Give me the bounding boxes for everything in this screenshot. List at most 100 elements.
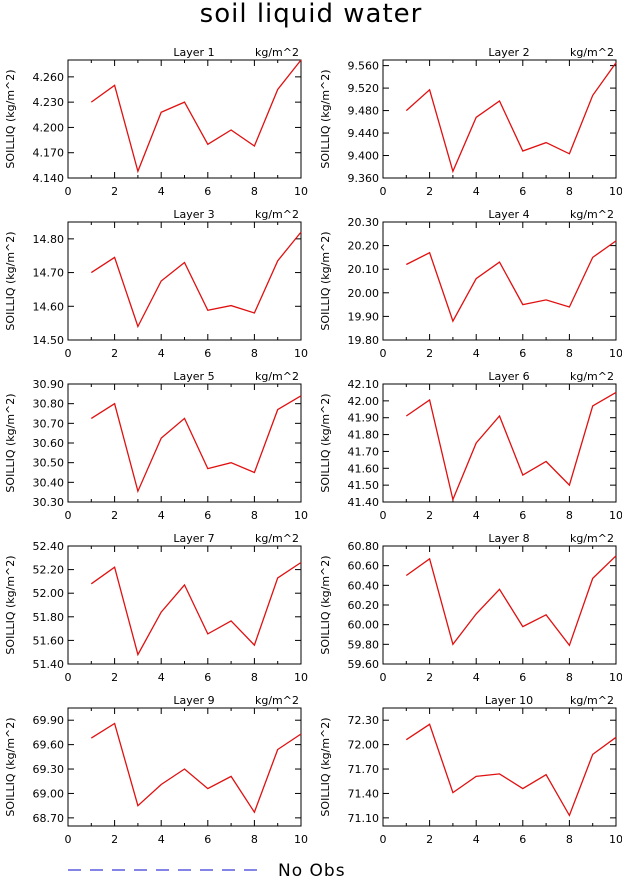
y-tick-label: 41.60	[348, 462, 380, 475]
panel-units: kg/m^2	[570, 208, 614, 221]
panel-layer-3: Layer 3 kg/m^2 SOILLIQ (kg/m^2) 0 2 4 6 8 10 14.5…	[4, 208, 308, 360]
y-tick-label: 51.60	[33, 634, 65, 647]
x-tick-label: 4	[158, 185, 165, 198]
x-tick-label: 0	[380, 509, 387, 522]
x-tick-label: 0	[65, 671, 72, 684]
y-tick-label: 41.70	[348, 445, 380, 458]
y-tick-label: 30.90	[33, 378, 65, 391]
series-line	[405, 555, 617, 647]
x-tick-label: 8	[566, 509, 573, 522]
panel-title: Layer 4	[488, 208, 529, 221]
x-tick-label: 4	[158, 509, 165, 522]
x-tick-label: 6	[519, 833, 526, 846]
y-tick-label: 9.520	[348, 82, 380, 95]
y-tick-label: 41.80	[348, 429, 380, 442]
x-tick-label: 10	[609, 833, 622, 846]
y-tick-label: 4.170	[33, 147, 65, 160]
y-tick-label: 69.00	[33, 787, 65, 800]
y-tick-label: 69.90	[33, 714, 65, 727]
y-tick-label: 42.00	[348, 395, 380, 408]
panel-title: Layer 1	[173, 46, 214, 59]
x-tick-label: 10	[294, 347, 308, 360]
y-tick-label: 41.50	[348, 479, 380, 492]
y-tick-label: 9.560	[348, 60, 380, 73]
panel-units: kg/m^2	[255, 46, 299, 59]
y-tick-label: 51.40	[33, 658, 65, 671]
x-tick-label: 6	[204, 671, 211, 684]
plot-frame	[382, 59, 617, 179]
series-line	[405, 391, 617, 502]
x-tick-label: 2	[111, 833, 118, 846]
y-axis-label: SOILLIQ (kg/m^2)	[319, 393, 332, 492]
legend: No Obs	[68, 861, 345, 878]
y-tick-label: 30.50	[33, 457, 65, 470]
x-tick-label: 2	[111, 509, 118, 522]
plot-frame	[382, 383, 617, 503]
panel-layer-7: Layer 7 kg/m^2 SOILLIQ (kg/m^2) 0 2 4 6 8 10 51.4…	[4, 532, 308, 684]
y-tick-label: 14.70	[33, 267, 65, 280]
x-tick-label: 8	[566, 347, 573, 360]
plot-frame	[382, 545, 617, 665]
y-tick-label: 60.60	[348, 560, 380, 573]
y-tick-label: 4.260	[33, 71, 65, 84]
y-axis-label: SOILLIQ (kg/m^2)	[4, 555, 17, 654]
x-tick-label: 6	[519, 347, 526, 360]
y-axis-label: SOILLIQ (kg/m^2)	[4, 717, 17, 816]
y-tick-label: 30.70	[33, 417, 65, 430]
y-tick-label: 14.50	[33, 334, 65, 347]
x-tick-label: 10	[609, 671, 622, 684]
panel-layer-1: Layer 1 kg/m^2 SOILLIQ (kg/m^2) 0 2 4 6 8 10 4.14…	[4, 46, 308, 198]
panel-units: kg/m^2	[570, 370, 614, 383]
y-tick-label: 69.60	[33, 739, 65, 752]
x-tick-label: 0	[65, 185, 72, 198]
plot-frame	[67, 383, 302, 503]
y-tick-label: 60.80	[348, 540, 380, 553]
series-line	[405, 62, 617, 174]
x-tick-label: 8	[566, 185, 573, 198]
series-line	[406, 240, 617, 323]
panel-units: kg/m^2	[570, 46, 614, 59]
y-axis-label: SOILLIQ (kg/m^2)	[319, 69, 332, 168]
x-tick-label: 6	[204, 509, 211, 522]
y-tick-label: 9.360	[348, 172, 380, 185]
y-tick-label: 30.40	[33, 476, 65, 489]
x-tick-label: 4	[473, 347, 480, 360]
y-tick-label: 52.00	[33, 587, 65, 600]
y-tick-label: 41.40	[348, 496, 380, 509]
x-tick-label: 8	[251, 347, 258, 360]
y-tick-label: 30.80	[33, 398, 65, 411]
panel-title: Layer 10	[485, 694, 533, 707]
plot-frame	[382, 707, 617, 827]
x-tick-label: 0	[65, 347, 72, 360]
x-tick-label: 0	[380, 185, 387, 198]
panel-layer-6: Layer 6 kg/m^2 SOILLIQ (kg/m^2) 0 2 4 6 8 10 41.4…	[319, 370, 622, 522]
y-tick-label: 59.60	[348, 658, 380, 671]
y-tick-label: 71.40	[348, 787, 380, 800]
x-tick-label: 10	[609, 347, 622, 360]
x-tick-label: 2	[426, 347, 433, 360]
panel-title: Layer 3	[173, 208, 214, 221]
panel-layer-9: Layer 9 kg/m^2 SOILLIQ (kg/m^2) 0 2 4 6 8 10 68.7…	[4, 694, 308, 846]
panel-layer-10: Layer 10 kg/m^2 SOILLIQ (kg/m^2) 0 2 4 6 8 10 71.…	[319, 694, 622, 846]
panel-units: kg/m^2	[570, 532, 614, 545]
y-tick-label: 9.440	[348, 127, 380, 140]
x-tick-label: 2	[426, 509, 433, 522]
x-tick-label: 4	[158, 671, 165, 684]
x-tick-label: 0	[380, 833, 387, 846]
panel-units: kg/m^2	[255, 208, 299, 221]
x-tick-label: 10	[294, 185, 308, 198]
panel-units: kg/m^2	[255, 532, 299, 545]
series-line	[90, 231, 302, 329]
plot-frame	[67, 221, 302, 341]
x-tick-label: 10	[609, 509, 622, 522]
panel-title: Layer 5	[173, 370, 214, 383]
x-tick-label: 8	[566, 833, 573, 846]
x-tick-label: 0	[65, 509, 72, 522]
x-tick-label: 6	[519, 671, 526, 684]
x-tick-label: 6	[519, 185, 526, 198]
x-tick-label: 4	[473, 185, 480, 198]
x-tick-label: 10	[294, 509, 308, 522]
y-tick-label: 60.20	[348, 599, 380, 612]
y-tick-label: 30.60	[33, 437, 65, 450]
